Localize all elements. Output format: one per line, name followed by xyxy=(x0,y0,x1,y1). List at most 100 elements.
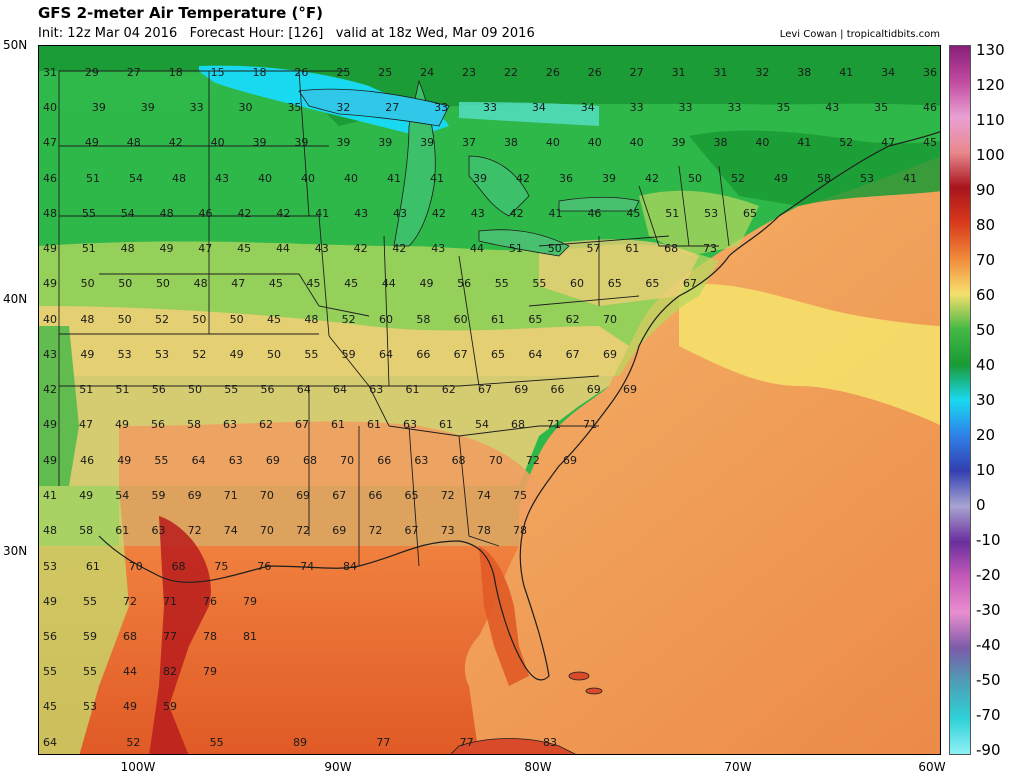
temperature-value: 64 xyxy=(297,383,311,396)
temperature-value: 70 xyxy=(260,524,274,537)
temperature-value: 40 xyxy=(211,136,225,149)
temperature-value: 56 xyxy=(151,418,165,431)
temperature-value: 49 xyxy=(419,277,433,290)
temperature-value: 43 xyxy=(315,242,329,255)
temperature-value: 70 xyxy=(260,489,274,502)
temperature-value: 53 xyxy=(155,348,169,361)
temperature-value: 67 xyxy=(295,418,309,431)
temperature-value: 48 xyxy=(121,242,135,255)
temperature-value: 31 xyxy=(672,66,686,79)
temperature-value: 61 xyxy=(115,524,129,537)
temperature-value: 48 xyxy=(172,172,186,185)
colorbar-tick-label: 110 xyxy=(976,111,1005,129)
temperature-value: 40 xyxy=(43,101,57,114)
temperature-value: 43 xyxy=(43,348,57,361)
temperature-value: 65 xyxy=(405,489,419,502)
temperature-value: 53 xyxy=(83,700,97,713)
temperature-value: 68 xyxy=(172,560,186,573)
run-info: Init: 12z Mar 04 2016 Forecast Hour: [12… xyxy=(38,26,535,41)
temperature-value: 67 xyxy=(478,383,492,396)
temperature-value: 42 xyxy=(392,242,406,255)
temperature-value: 33 xyxy=(190,101,204,114)
temperature-value: 77 xyxy=(376,736,390,749)
temperature-value: 54 xyxy=(129,172,143,185)
colorbar-tick-label: -40 xyxy=(976,636,1001,654)
temperature-value: 72 xyxy=(296,524,310,537)
temperature-value: 43 xyxy=(354,207,368,220)
temperature-value: 52 xyxy=(342,313,356,326)
colorbar-tick-label: -70 xyxy=(976,706,1001,724)
temperature-value: 76 xyxy=(203,595,217,608)
temperature-value: 41 xyxy=(430,172,444,185)
temperature-value: 39 xyxy=(473,172,487,185)
temperature-value: 25 xyxy=(336,66,350,79)
temperature-value: 73 xyxy=(441,524,455,537)
temperature-value: 33 xyxy=(679,101,693,114)
temperature-value: 65 xyxy=(645,277,659,290)
temperature-value: 75 xyxy=(214,560,228,573)
temperature-value: 45 xyxy=(269,277,283,290)
temperature-value: 50 xyxy=(548,242,562,255)
temperature-value: 61 xyxy=(406,383,420,396)
temperature-value: 23 xyxy=(462,66,476,79)
temperature-value: 59 xyxy=(151,489,165,502)
temperature-value: 41 xyxy=(549,207,563,220)
temperature-value: 68 xyxy=(511,418,525,431)
lon-label-90w: 90W xyxy=(324,760,352,774)
temperature-value: 49 xyxy=(80,348,94,361)
temperature-value: 36 xyxy=(923,66,937,79)
temperature-value: 25 xyxy=(378,66,392,79)
temperature-value: 52 xyxy=(839,136,853,149)
temperature-value: 50 xyxy=(156,277,170,290)
temperature-value: 59 xyxy=(163,700,177,713)
temperature-value: 27 xyxy=(127,66,141,79)
temperature-value: 41 xyxy=(43,489,57,502)
temperature-value: 39 xyxy=(92,101,106,114)
temperature-value: 47 xyxy=(79,418,93,431)
temperature-value: 67 xyxy=(454,348,468,361)
temperature-value: 51 xyxy=(82,242,96,255)
temperature-value: 69 xyxy=(296,489,310,502)
temperature-value: 66 xyxy=(416,348,430,361)
temperature-value: 50 xyxy=(267,348,281,361)
temperature-value: 39 xyxy=(420,136,434,149)
temperature-value: 54 xyxy=(115,489,129,502)
temperature-value: 64 xyxy=(192,454,206,467)
temperature-value: 68 xyxy=(452,454,466,467)
colorbar-tick-label: -30 xyxy=(976,601,1001,619)
map-canvas: 31 29 27 18 15 18 26 25 25 24 23 22 26 26 27 31 31 32 38 41… xyxy=(39,46,940,754)
temperature-map: 31 29 27 18 15 18 26 25 25 24 23 22 26 26 27 31 31 32 38 41… xyxy=(38,45,941,755)
temperature-value: 45 xyxy=(237,242,251,255)
temperature-value: 63 xyxy=(229,454,243,467)
temperature-value: 52 xyxy=(192,348,206,361)
temperature-value: 27 xyxy=(630,66,644,79)
temperature-value: 56 xyxy=(43,630,57,643)
temperature-value: 43 xyxy=(431,242,445,255)
temperature-value: 38 xyxy=(504,136,518,149)
temperature-value: 61 xyxy=(625,242,639,255)
temperature-value: 15 xyxy=(211,66,225,79)
temperature-value: 49 xyxy=(43,277,57,290)
temperature-value: 65 xyxy=(491,348,505,361)
temperature-value: 49 xyxy=(117,454,131,467)
temperature-value: 40 xyxy=(546,136,560,149)
colorbar-tick-label: 10 xyxy=(976,461,996,479)
temperature-value: 63 xyxy=(414,454,428,467)
temperature-value: 61 xyxy=(367,418,381,431)
colorbar-tick-label: -90 xyxy=(976,741,1001,759)
temperature-value: 42 xyxy=(516,172,530,185)
temperature-value: 62 xyxy=(566,313,580,326)
temperature-value: 55 xyxy=(304,348,318,361)
colorbar-tick-label: 30 xyxy=(976,391,996,409)
temperature-value: 48 xyxy=(304,313,318,326)
temperature-value: 34 xyxy=(581,101,595,114)
temperature-value: 66 xyxy=(368,489,382,502)
temperature-value: 55 xyxy=(210,736,224,749)
temperature-value: 74 xyxy=(300,560,314,573)
lake-superior xyxy=(298,88,450,127)
temperature-value: 84 xyxy=(343,560,357,573)
temperature-value: 38 xyxy=(797,66,811,79)
temperature-value: 40 xyxy=(258,172,272,185)
temperature-value: 70 xyxy=(603,313,617,326)
temperature-value: 45 xyxy=(43,700,57,713)
